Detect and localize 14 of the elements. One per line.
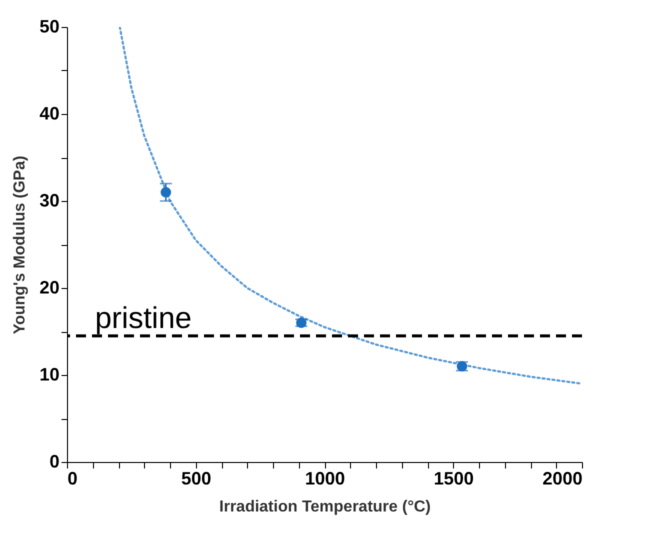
x-axis-title: Irradiation Temperature (°C) [219, 498, 431, 516]
x-tick-label: 1000 [304, 468, 346, 488]
x-tick-label: 1500 [434, 468, 474, 488]
y-axis-title: Young's Modulus (GPa) [11, 156, 28, 334]
x-tick-label: 0 [68, 468, 78, 488]
y-tick-label: 50 [39, 16, 60, 36]
y-tick-label: 40 [39, 104, 60, 124]
ref-line-label: pristine [95, 302, 192, 335]
x-tick-label: 2000 [542, 468, 582, 488]
y-tick-label: 0 [49, 452, 60, 472]
y-tick-label: 30 [39, 190, 60, 210]
y-tick-label: 20 [39, 278, 60, 298]
x-tick-label: 500 [181, 468, 212, 488]
y-tick-label: 10 [39, 364, 60, 384]
